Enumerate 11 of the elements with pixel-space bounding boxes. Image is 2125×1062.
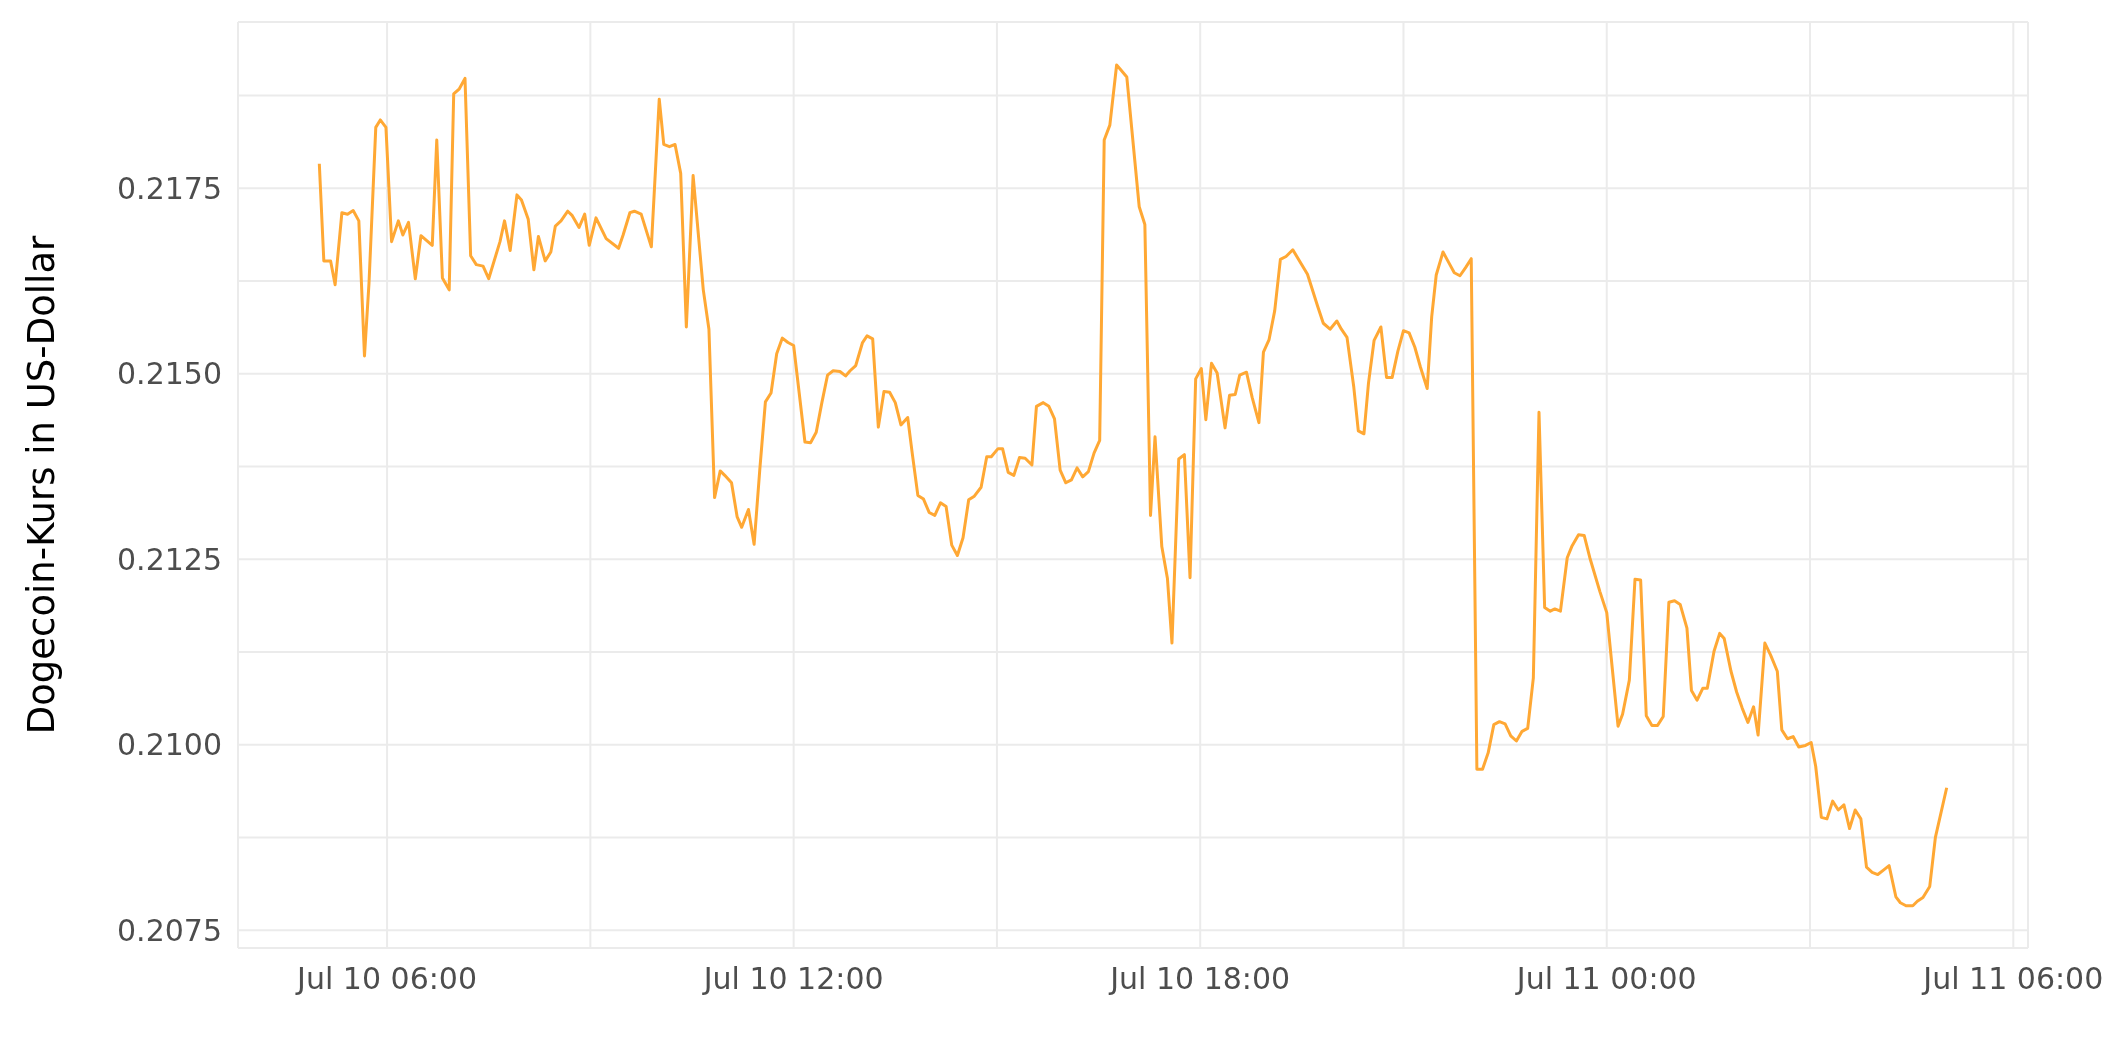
y-axis-title: Dogecoin-Kurs in US-Dollar bbox=[20, 234, 64, 735]
y-tick-label: 0.2150 bbox=[117, 356, 222, 392]
y-tick-label: 0.2175 bbox=[117, 170, 222, 206]
x-tick-label: Jul 11 00:00 bbox=[1514, 961, 1697, 997]
x-tick-label: Jul 11 06:00 bbox=[1921, 961, 2104, 997]
x-tick-label: Jul 10 12:00 bbox=[701, 961, 884, 997]
y-tick-label: 0.2125 bbox=[117, 541, 222, 577]
y-tick-label: 0.2075 bbox=[117, 912, 222, 948]
y-tick-label: 0.2100 bbox=[117, 727, 222, 763]
x-tick-label: Jul 10 18:00 bbox=[1108, 961, 1291, 997]
x-tick-label: Jul 10 06:00 bbox=[295, 961, 478, 997]
